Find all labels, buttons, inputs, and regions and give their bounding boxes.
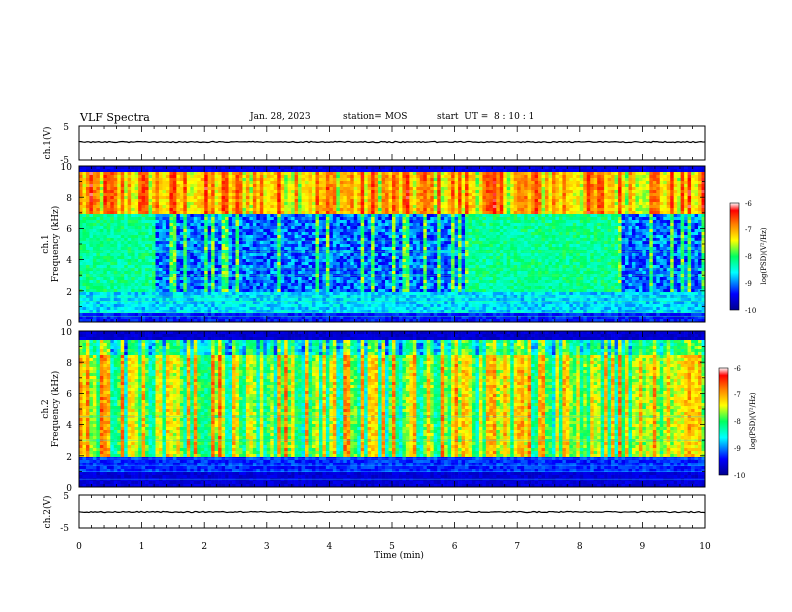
x-axis-label: Time (min) bbox=[374, 550, 424, 561]
ch1-waveform-ylabel: ch.1(V) bbox=[42, 127, 53, 160]
ch1-colorbar-tick-8: -8 bbox=[745, 253, 752, 261]
xtick-label-3: 3 bbox=[264, 542, 270, 552]
ch1-spectrogram-ytick-8: 8 bbox=[66, 194, 72, 204]
xtick-label-6: 6 bbox=[452, 542, 458, 552]
xtick-label-5: 5 bbox=[389, 542, 395, 552]
xtick-label-1: 1 bbox=[139, 542, 145, 552]
ch2-waveform-ytick-bottom: -5 bbox=[60, 524, 69, 534]
ch1-spectrogram-panel: 10 8 6 4 2 0 ch.1 Frequency (kHz) bbox=[41, 163, 706, 329]
ch1-colorbar-gradient bbox=[729, 202, 740, 311]
ch1-colorbar: -6 -7 -8 -9 -10 log(PSD)(V²/Hz) bbox=[729, 200, 768, 315]
station-label: station= MOS bbox=[343, 112, 408, 122]
ch2-waveform-ylabel: ch.2(V) bbox=[42, 496, 53, 529]
ch1-colorbar-tick-6: -6 bbox=[745, 200, 752, 208]
ch1-spectrogram-ylabel-frequency: Frequency (kHz) bbox=[50, 206, 61, 283]
ch1-waveform-panel: 5 -5 ch.1(V) bbox=[42, 123, 706, 166]
ch2-colorbar-tick-9: -9 bbox=[734, 445, 741, 453]
ch2-colorbar-tick-8: -8 bbox=[734, 418, 741, 426]
xtick-label-2: 2 bbox=[201, 542, 207, 552]
ch1-colorbar-tick-10: -10 bbox=[745, 307, 756, 315]
ch1-waveform-xticks bbox=[78, 126, 706, 160]
ch2-colorbar-label: log(PSD)(V²/Hz) bbox=[749, 392, 757, 449]
ch2-colorbar-gradient bbox=[718, 367, 729, 476]
ch2-colorbar: -6 -7 -8 -9 -10 log(PSD)(V²/Hz) bbox=[718, 365, 757, 480]
ch1-spectrogram-ytick-6: 6 bbox=[66, 225, 72, 235]
ch2-spectrogram-ytick-0: 0 bbox=[66, 484, 72, 494]
ch2-spectrogram-panel: 10 8 6 4 2 0 ch.2 Frequency (kHz) bbox=[41, 328, 706, 494]
xtick-label-0: 0 bbox=[76, 542, 82, 552]
ch1-spectrogram-heatmap bbox=[79, 166, 706, 323]
ch1-waveform-trace bbox=[78, 140, 706, 144]
ch2-spectrogram-ytick-8: 8 bbox=[66, 359, 72, 369]
ch1-spectrogram-ytick-0: 0 bbox=[66, 319, 72, 329]
ch2-waveform-xticks bbox=[78, 495, 706, 528]
ch2-waveform-trace bbox=[78, 510, 706, 514]
xtick-label-9: 9 bbox=[640, 542, 646, 552]
ch2-spectrogram-ylabel-channel: ch.2 bbox=[41, 399, 51, 418]
ch2-spectrogram-ytick-2: 2 bbox=[66, 453, 72, 463]
ch1-waveform-ytick-bottom: -5 bbox=[60, 156, 69, 166]
xtick-label-10: 10 bbox=[699, 542, 711, 552]
ch2-spectrogram-heatmap bbox=[79, 331, 706, 488]
ch2-waveform-ytick-top: 5 bbox=[63, 492, 69, 502]
ch2-spectrogram-ytick-6: 6 bbox=[66, 390, 72, 400]
ch1-spectrogram-ticks bbox=[78, 165, 706, 323]
ch1-spectrogram-ytick-4: 4 bbox=[66, 256, 72, 266]
ch1-colorbar-tick-7: -7 bbox=[745, 226, 752, 234]
start-time-label: start UT = 8 : 10 : 1 bbox=[437, 112, 535, 122]
ch2-waveform-panel: 5 -5 ch.2(V) bbox=[42, 492, 706, 534]
xtick-label-7: 7 bbox=[514, 542, 520, 552]
time-axis: 0 1 2 3 4 5 6 7 8 9 10 Time (min) bbox=[76, 542, 711, 561]
ch2-colorbar-tick-6: -6 bbox=[734, 365, 741, 373]
ch1-spectrogram-ylabel-channel: ch.1 bbox=[41, 234, 51, 253]
ch1-colorbar-label: log(PSD)(V²/Hz) bbox=[760, 227, 768, 284]
ch2-spectrogram-ytick-4: 4 bbox=[66, 421, 72, 431]
ch2-colorbar-tick-7: -7 bbox=[734, 391, 741, 399]
ch1-spectrogram-ytick-10: 10 bbox=[61, 163, 73, 173]
xtick-label-4: 4 bbox=[327, 542, 333, 552]
ch1-waveform-ytick-top: 5 bbox=[63, 123, 69, 133]
figure-title: VLF Spectra bbox=[80, 111, 150, 124]
ch2-spectrogram-ticks bbox=[78, 330, 706, 488]
ch2-colorbar-tick-10: -10 bbox=[734, 472, 745, 480]
xtick-label-8: 8 bbox=[577, 542, 583, 552]
ch1-colorbar-tick-9: -9 bbox=[745, 280, 752, 288]
ch2-spectrogram-ylabel-frequency: Frequency (kHz) bbox=[50, 371, 61, 448]
date-label: Jan. 28, 2023 bbox=[250, 112, 311, 122]
ch2-spectrogram-ytick-10: 10 bbox=[61, 328, 73, 338]
ch1-spectrogram-ytick-2: 2 bbox=[66, 288, 72, 298]
